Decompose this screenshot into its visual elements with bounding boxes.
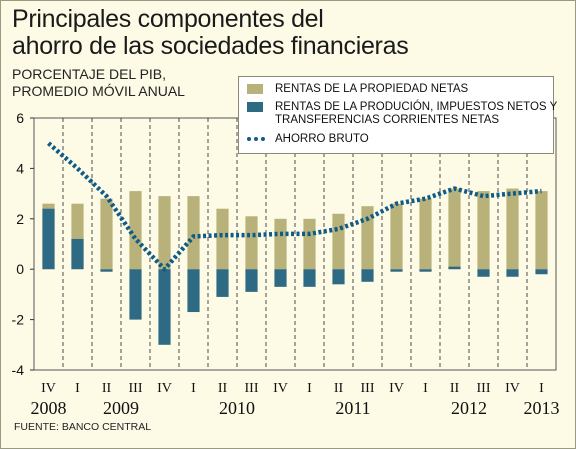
bar-propiedad — [448, 188, 461, 270]
x-quarter-label: IV — [505, 381, 520, 396]
legend-label-propiedad: RENTAS DE LA PROPIEDAD NETAS — [275, 83, 469, 95]
x-quarter-label: I — [539, 381, 544, 396]
bar-produccion — [274, 269, 287, 287]
bar-propiedad — [361, 206, 374, 270]
bar-produccion — [419, 269, 432, 272]
bar-propiedad — [332, 213, 345, 270]
x-year-label: 2011 — [335, 398, 370, 418]
bar-produccion — [100, 269, 113, 272]
bar-produccion — [332, 269, 345, 285]
x-year-label: 2009 — [103, 398, 139, 418]
bar-propiedad — [506, 188, 519, 270]
x-quarter-label: II — [450, 381, 460, 396]
bar-produccion — [158, 269, 171, 345]
chart-legend: RENTAS DE LA PROPIEDAD NETAS RENTAS DE L… — [238, 76, 558, 154]
bar-produccion — [129, 269, 142, 320]
bar-produccion — [216, 269, 229, 297]
bar-produccion — [303, 269, 316, 287]
legend-swatch-produccion — [247, 102, 263, 112]
x-quarter-label: III — [129, 381, 143, 396]
bar-produccion — [477, 269, 490, 277]
bar-propiedad — [419, 198, 432, 270]
x-quarter-label: IV — [389, 381, 404, 396]
x-year-label: 2008 — [31, 398, 67, 418]
y-tick-label: -4 — [12, 362, 25, 378]
bar-produccion — [535, 269, 548, 275]
subtitle-line-2: PROMEDIO MÓVIL ANUAL — [12, 83, 185, 99]
x-year-label: 2013 — [524, 398, 560, 418]
bar-propiedad — [187, 196, 200, 270]
x-quarter-label: IV — [273, 381, 288, 396]
line-ahorro-bruto — [47, 141, 542, 273]
chart-title: Principales componentes del ahorro de la… — [12, 6, 472, 60]
source-note: FUENTE: BANCO CENTRAL — [14, 421, 152, 433]
x-quarter-label: II — [218, 381, 228, 396]
y-tick-label: 0 — [16, 261, 24, 277]
bar-propiedad — [390, 203, 403, 270]
bar-propiedad — [158, 196, 171, 270]
x-quarter-label: III — [361, 381, 375, 396]
x-year-label: 2012 — [451, 398, 487, 418]
bar-propiedad — [535, 191, 548, 270]
y-tick-label: 2 — [16, 211, 24, 227]
x-quarter-label: IV — [157, 381, 172, 396]
legend-label-produccion: RENTAS DE LA PRODUCIÓN, IMPUESTOS NETOS … — [275, 101, 558, 126]
x-quarter-label: I — [423, 381, 428, 396]
x-quarter-label: I — [307, 381, 312, 396]
x-quarter-label: II — [334, 381, 344, 396]
bar-produccion — [42, 208, 55, 270]
bar-produccion — [448, 266, 461, 270]
x-quarter-label: III — [477, 381, 491, 396]
x-quarter-label: I — [191, 381, 196, 396]
bar-propiedad — [477, 191, 490, 270]
legend-label-ahorro: AHORRO BRUTO — [275, 133, 369, 145]
bar-propiedad — [274, 218, 287, 270]
bar-produccion — [71, 238, 84, 270]
bar-propiedad — [129, 191, 142, 270]
bar-produccion — [245, 269, 258, 292]
bar-produccion — [506, 269, 519, 277]
bar-propiedad — [100, 198, 113, 270]
subtitle-line-1: PORCENTAJE DEL PIB, — [12, 66, 167, 82]
x-quarter-label: III — [245, 381, 259, 396]
x-quarter-label: II — [102, 381, 112, 396]
bar-produccion — [187, 269, 200, 313]
x-year-label: 2010 — [219, 398, 255, 418]
y-tick-label: 4 — [16, 160, 24, 176]
bar-propiedad — [245, 216, 258, 270]
bar-produccion — [361, 269, 374, 282]
title-line-1: Principales componentes del — [12, 5, 324, 33]
bar-produccion — [390, 269, 403, 272]
chart-subtitle: PORCENTAJE DEL PIB, PROMEDIO MÓVIL ANUAL — [12, 66, 185, 100]
y-tick-label: -2 — [12, 312, 25, 328]
bar-propiedad — [216, 208, 229, 270]
x-quarter-label: IV — [41, 381, 56, 396]
legend-swatch-propiedad — [247, 84, 263, 94]
title-line-2: ahorro de las sociedades financieras — [12, 32, 409, 60]
y-tick-label: 6 — [16, 110, 24, 126]
bar-propiedad — [303, 218, 316, 270]
x-quarter-label: I — [75, 381, 80, 396]
legend-swatch-ahorro — [247, 137, 265, 141]
